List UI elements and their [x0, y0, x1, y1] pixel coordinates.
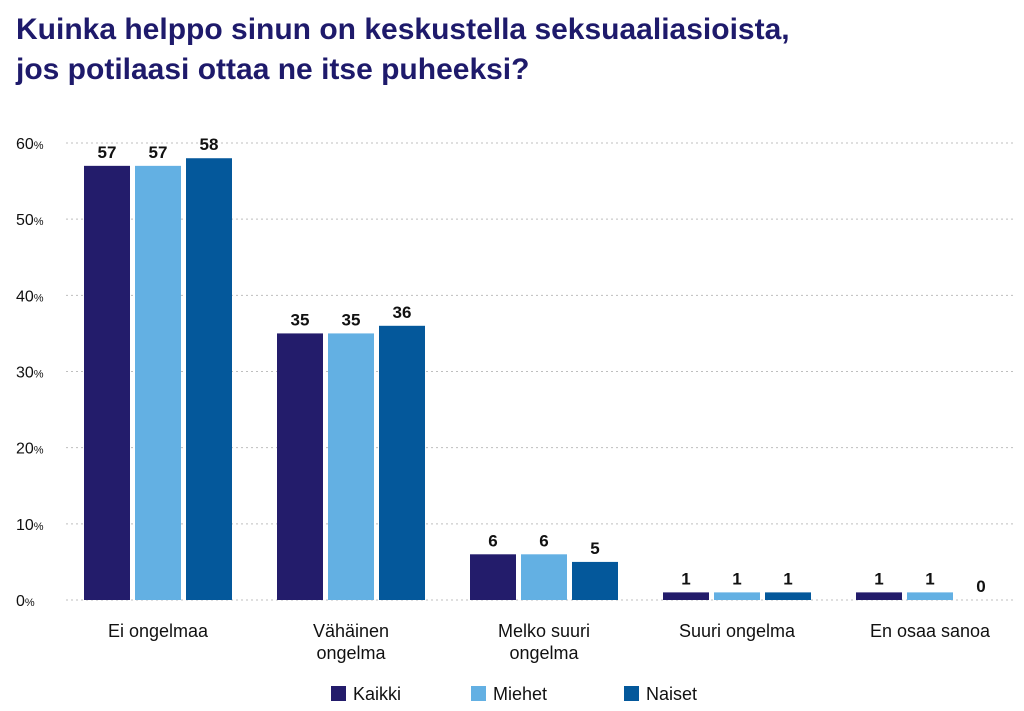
- x-tick-label: Melko suuri ongelma: [498, 621, 590, 663]
- bar-miehet: [328, 333, 374, 600]
- data-label: 57: [149, 143, 168, 162]
- data-label: 1: [681, 569, 690, 588]
- x-tick-label: Suuri ongelma: [679, 621, 796, 641]
- legend-label-naiset: Naiset: [646, 684, 697, 704]
- data-label: 6: [488, 531, 497, 550]
- y-axis: 0% 10% 20% 30% 40% 50% 60%: [16, 136, 44, 610]
- data-label: 35: [291, 310, 310, 329]
- data-label: 0: [976, 577, 985, 596]
- data-label: 57: [98, 143, 117, 162]
- bar-naiset: [572, 561, 618, 600]
- bar-naiset: [765, 592, 811, 600]
- y-tick-label: 0%: [16, 593, 35, 610]
- chart-title-line2: jos potilaasi ottaa ne itse puheeksi?: [16, 53, 530, 86]
- chart-title-line1: Kuinka helppo sinun on keskustella seksu…: [16, 13, 790, 46]
- data-label: 58: [200, 135, 219, 154]
- legend-label-kaikki: Kaikki: [353, 684, 401, 704]
- data-label: 1: [925, 569, 934, 588]
- x-axis: Ei ongelmaa Vähäinen ongelma Melko suuri ong…: [108, 621, 991, 663]
- y-tick-label: 50%: [16, 212, 44, 229]
- bar-kaikki: [663, 592, 709, 600]
- data-label: 1: [732, 569, 741, 588]
- legend-swatch-naiset: [624, 686, 639, 701]
- bars: 57 57 58 35 35 36 6 6 5 1 1 1 1 1 0: [84, 135, 986, 600]
- bar-miehet: [521, 554, 567, 600]
- legend-swatch-kaikki: [331, 686, 346, 701]
- y-tick-label: 10%: [16, 517, 44, 534]
- y-tick-label: 20%: [16, 441, 44, 458]
- legend: Kaikki Miehet Naiset: [331, 684, 697, 704]
- chart-title: Kuinka helppo sinun on keskustella seksu…: [16, 10, 790, 90]
- bar-miehet: [907, 592, 953, 600]
- bar-kaikki: [856, 592, 902, 600]
- legend-label-miehet: Miehet: [493, 684, 547, 704]
- data-label: 1: [783, 569, 792, 588]
- bar-kaikki: [277, 333, 323, 600]
- data-label: 36: [393, 303, 412, 322]
- bar-naiset: [379, 325, 425, 600]
- x-tick-label: Vähäinen ongelma: [313, 621, 389, 663]
- data-label: 1: [874, 569, 883, 588]
- y-tick-label: 30%: [16, 365, 44, 382]
- bar-kaikki: [470, 554, 516, 600]
- y-tick-label: 60%: [16, 136, 44, 153]
- bar-naiset: [186, 158, 232, 600]
- data-label: 35: [342, 310, 361, 329]
- x-tick-label: Ei ongelmaa: [108, 621, 209, 641]
- x-tick-label: En osaa sanoa: [870, 621, 991, 641]
- data-label: 6: [539, 531, 548, 550]
- bar-kaikki: [84, 165, 130, 600]
- bar-miehet: [714, 592, 760, 600]
- data-label: 5: [590, 539, 599, 558]
- legend-swatch-miehet: [471, 686, 486, 701]
- y-tick-label: 40%: [16, 288, 44, 305]
- bar-miehet: [135, 165, 181, 600]
